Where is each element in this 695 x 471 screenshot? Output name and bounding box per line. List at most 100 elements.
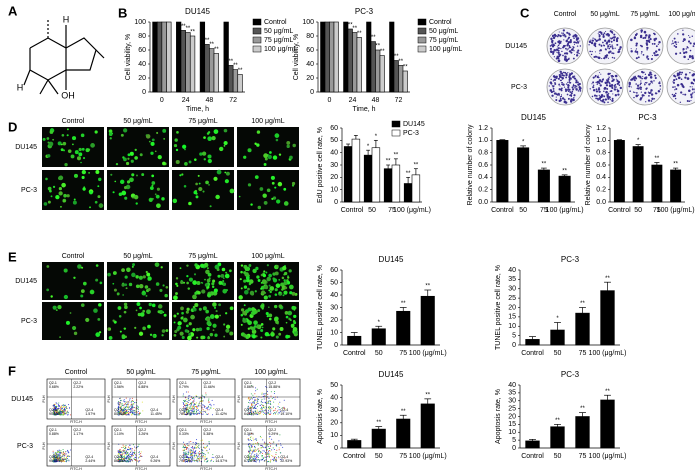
event	[189, 402, 191, 404]
cell	[89, 190, 93, 195]
x-tick-label: 100 (μg/mL)	[409, 350, 447, 357]
event	[128, 457, 130, 459]
cell	[97, 185, 100, 188]
y-tick-label: 35	[508, 276, 516, 283]
event	[52, 405, 54, 407]
event	[127, 453, 129, 455]
colony	[653, 51, 656, 54]
colony	[649, 37, 652, 41]
event	[199, 412, 201, 414]
bar	[420, 295, 435, 346]
event	[259, 435, 261, 437]
event	[130, 412, 132, 414]
event	[259, 413, 261, 415]
event	[68, 454, 70, 456]
cell	[247, 183, 252, 187]
cell	[64, 162, 68, 167]
cell	[66, 194, 70, 198]
cell	[48, 141, 54, 147]
colony	[573, 75, 576, 77]
colony	[680, 91, 683, 94]
colony	[560, 82, 562, 84]
event	[266, 402, 268, 404]
event	[254, 450, 256, 452]
cell	[268, 273, 272, 278]
colony	[576, 86, 578, 88]
event	[55, 402, 57, 404]
event	[207, 413, 209, 415]
significance: **	[371, 35, 376, 41]
cell	[213, 176, 218, 181]
colony	[675, 78, 678, 81]
cell	[184, 148, 186, 151]
colony	[569, 81, 572, 84]
x-tick-label: Control	[521, 350, 544, 357]
event	[63, 457, 65, 459]
event	[208, 398, 210, 400]
bar	[204, 44, 210, 93]
colony	[677, 41, 679, 43]
event	[60, 406, 62, 408]
cell	[134, 148, 137, 152]
event	[122, 414, 124, 416]
y-tick-label: 60	[330, 125, 338, 132]
event	[128, 406, 130, 408]
cell	[265, 311, 269, 316]
bar	[379, 55, 385, 93]
event	[53, 456, 55, 458]
cell	[135, 202, 138, 205]
cell	[150, 151, 154, 155]
colony	[644, 81, 647, 84]
cell	[267, 154, 272, 160]
colony	[654, 74, 657, 77]
cell	[213, 288, 218, 293]
event	[131, 397, 133, 399]
significance: **	[357, 31, 362, 37]
legend-label: DU145	[403, 121, 425, 128]
event	[122, 458, 124, 460]
colony	[552, 52, 555, 55]
event	[280, 444, 282, 446]
x-tick-label: 75	[399, 453, 407, 460]
row-label: DU145	[505, 43, 527, 50]
cell	[194, 291, 198, 295]
event	[137, 406, 139, 408]
cell	[223, 141, 228, 146]
event	[129, 444, 131, 446]
event	[187, 454, 189, 456]
cell	[274, 288, 278, 292]
colony	[618, 84, 621, 86]
colony	[642, 37, 645, 40]
x-tick-label: 75	[579, 453, 587, 460]
event	[184, 410, 186, 412]
event	[64, 412, 66, 414]
event	[131, 414, 133, 416]
cell	[122, 294, 124, 296]
cell	[251, 307, 256, 312]
quadrant-name: Q2-4	[85, 408, 93, 412]
event	[128, 447, 130, 449]
colony	[636, 84, 640, 87]
cell	[211, 135, 216, 141]
cell	[173, 143, 178, 148]
colony	[645, 34, 648, 37]
colony	[691, 92, 694, 94]
event	[62, 458, 64, 460]
y-tick-label: 0.8	[596, 150, 606, 157]
x-tick-label: 0	[160, 97, 164, 104]
atom: OH	[61, 90, 75, 100]
event	[61, 456, 63, 458]
event	[56, 403, 58, 405]
colony	[553, 79, 556, 81]
y-axis-label: Apoptosis rate, %	[317, 389, 324, 444]
cell	[240, 314, 244, 317]
colony	[640, 45, 643, 48]
column-label: 100 μg/mL	[251, 118, 284, 125]
event	[117, 450, 119, 452]
chart-title: PC-3	[638, 113, 657, 122]
colony	[579, 87, 582, 90]
bar	[347, 28, 353, 93]
colony	[630, 78, 633, 81]
colony	[674, 89, 676, 91]
event	[183, 452, 185, 454]
